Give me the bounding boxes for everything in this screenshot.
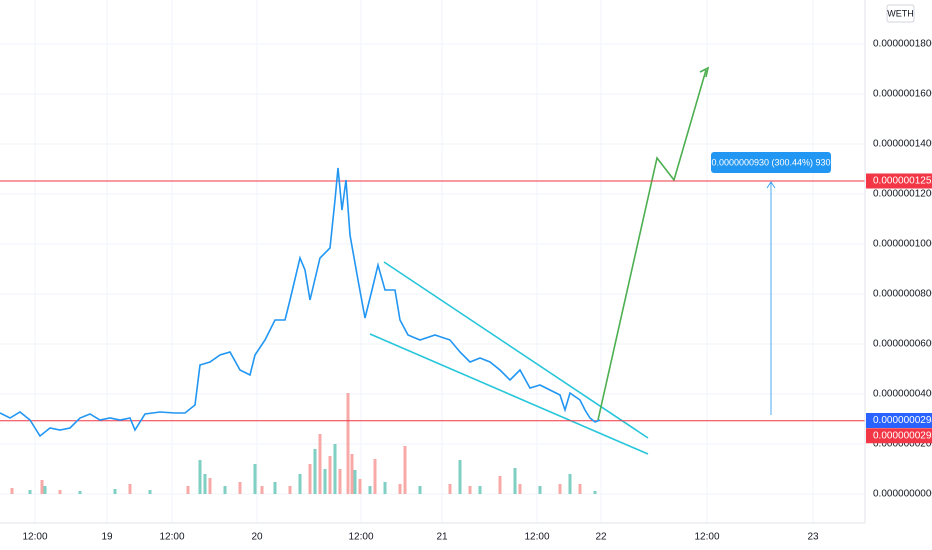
price-box — [866, 173, 932, 189]
x-tick-label: 12:00 — [22, 532, 47, 543]
volume-bar — [538, 486, 542, 494]
volume-bar — [40, 480, 44, 494]
volume-bar — [10, 488, 14, 494]
x-tick-label: 22 — [595, 532, 607, 543]
volume-bar — [518, 484, 522, 494]
volume-bar — [148, 490, 152, 494]
symbol: WETH — [887, 8, 914, 18]
y-tick-label: 0.0000000800 — [873, 289, 932, 300]
volume-bar — [238, 482, 242, 494]
y-tick-label: 0.0000001800 — [873, 39, 932, 50]
volume-bar — [113, 489, 117, 494]
volume-bar — [468, 486, 472, 494]
volume-bar — [313, 449, 317, 494]
symbol-box — [886, 4, 915, 23]
x-tick-label: 12:00 — [694, 532, 719, 543]
volume-bar — [288, 486, 292, 494]
volume-bar — [418, 486, 422, 494]
volume-bar — [78, 491, 82, 494]
y-tick-label: 0.0000000600 — [873, 339, 932, 350]
volume-bar — [338, 469, 342, 494]
volume-bar — [323, 469, 327, 494]
volume-bar — [478, 486, 482, 494]
volume-bar — [568, 474, 572, 494]
volume-bar — [298, 474, 302, 494]
volume-bar — [28, 490, 32, 494]
y-tick-label: 0.0000001400 — [873, 139, 932, 150]
volume-bar — [198, 460, 202, 494]
volume-bar — [368, 486, 372, 494]
x-tick-label: 23 — [807, 532, 819, 543]
volume-bar — [186, 486, 190, 494]
projection — [597, 69, 707, 421]
price-label: 0.0000000293 — [873, 430, 932, 441]
volume-bar — [513, 468, 517, 494]
price-box — [866, 428, 932, 444]
volume-bar — [346, 393, 350, 494]
price-line — [0, 167, 601, 438]
trend-line — [369, 333, 649, 455]
volume — [10, 393, 597, 494]
price-label: 0.0000000294 — [873, 415, 932, 426]
arrow-head — [699, 66, 710, 78]
axes: 0.0000000000 0.0000000200 0.0000000400 0.00… — [22, 39, 932, 543]
y-tick-label: 0.0000001000 — [873, 239, 932, 250]
price-label: 0.0000001252 — [873, 176, 932, 187]
volume-bar — [350, 454, 354, 494]
volume-bar — [498, 476, 502, 494]
volume-bar — [383, 482, 387, 494]
volume-bar — [403, 446, 407, 494]
price-box — [866, 413, 932, 428]
volume-bar — [260, 486, 264, 494]
volume-bar — [353, 470, 357, 494]
x-tick-label: 12:00 — [524, 532, 549, 543]
volume-bar — [128, 484, 132, 494]
measure-label: 0.0000000930 (300.44%) 930 — [711, 157, 830, 167]
volume-bar — [593, 491, 597, 494]
volume-bar — [58, 490, 62, 494]
volume-bar — [558, 484, 562, 494]
x-tick-label: 21 — [436, 532, 448, 543]
x-tick-label: 19 — [101, 532, 113, 543]
volume-bar — [398, 484, 402, 494]
volume-bar — [253, 464, 257, 494]
volume-bar — [328, 456, 332, 494]
x-tick-label: 12:00 — [348, 532, 373, 543]
volume-bar — [318, 434, 322, 494]
volume-bar — [373, 459, 377, 494]
y-tick-label: 0.0000001600 — [873, 89, 932, 100]
plot — [0, 167, 865, 438]
y-tick-label: 0.0000000200 — [873, 439, 932, 450]
volume-bar — [223, 486, 227, 494]
volume-bar — [208, 478, 212, 494]
volume-bar — [448, 484, 452, 494]
x-tick-label: 12:00 — [159, 532, 184, 543]
y-tick-label: 0.0000001200 — [873, 189, 932, 200]
volume-bar — [578, 484, 582, 494]
grid — [0, 0, 865, 523]
trend-line — [383, 261, 649, 439]
volume-bar — [203, 474, 207, 494]
x-tick-label: 20 — [251, 532, 263, 543]
y-tick-label: 0.0000000400 — [873, 389, 932, 400]
y-tick-label: 0.0000000000 — [873, 489, 932, 500]
measure-label-box — [711, 152, 831, 173]
volume-bar — [308, 464, 312, 494]
measure-arrow — [766, 181, 776, 189]
volume-bar — [458, 460, 462, 494]
volume-bar — [43, 486, 47, 494]
volume-bar — [333, 444, 337, 494]
volume-bar — [273, 482, 277, 494]
volume-bar — [358, 479, 362, 494]
